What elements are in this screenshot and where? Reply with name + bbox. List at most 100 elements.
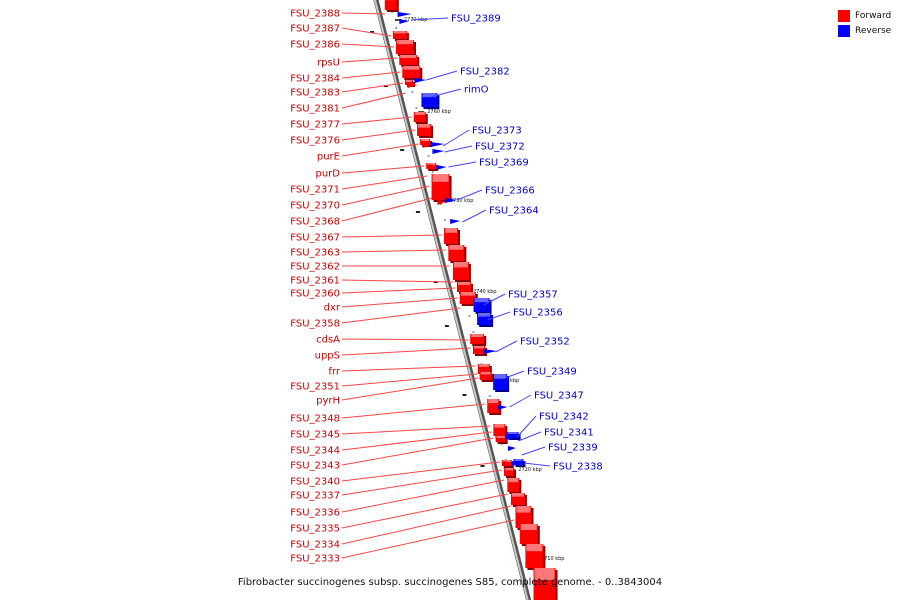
forward-gene-feature bbox=[414, 112, 428, 124]
feature-top bbox=[505, 468, 513, 470]
leader-line bbox=[496, 341, 517, 352]
leader-line bbox=[342, 494, 508, 528]
gene-label-forward: FSU_2348 bbox=[290, 414, 340, 425]
gene-label-forward: FSU_2387 bbox=[290, 24, 340, 35]
leader-line bbox=[342, 480, 504, 512]
leader-line bbox=[342, 308, 460, 323]
feature-top bbox=[497, 436, 505, 438]
leader-line bbox=[342, 250, 446, 252]
reverse-gene-feature bbox=[477, 313, 493, 327]
leader-line bbox=[443, 130, 469, 146]
feature-arrow bbox=[431, 142, 445, 147]
feature-top bbox=[418, 124, 430, 128]
gene-label-reverse: FSU_2382 bbox=[460, 67, 510, 78]
feature-top bbox=[471, 334, 483, 337]
gene-label-forward: FSU_2336 bbox=[290, 508, 340, 519]
leader-line bbox=[342, 438, 493, 465]
feature-top bbox=[449, 245, 463, 250]
forward-gene-feature bbox=[511, 493, 527, 507]
feature-body bbox=[385, 0, 397, 10]
gene-label-forward: FSU_2340 bbox=[290, 477, 340, 488]
gene-label-forward: FSU_2345 bbox=[290, 430, 340, 441]
gene-label-forward: FSU_2337 bbox=[290, 491, 340, 502]
gene-label-forward: FSU_2361 bbox=[290, 276, 340, 287]
forward-gene-feature bbox=[399, 55, 419, 67]
tick-label: 2760 kbp bbox=[427, 109, 451, 115]
leader-line bbox=[342, 83, 403, 92]
leader-line bbox=[342, 58, 397, 62]
leader-line bbox=[342, 339, 468, 340]
legend-swatch-forward bbox=[838, 10, 850, 22]
gene-label-reverse: FSU_2338 bbox=[553, 462, 603, 473]
chromosome-backbone bbox=[374, 0, 530, 600]
feature-top bbox=[397, 40, 413, 44]
reverse-gene-arrow bbox=[450, 219, 460, 224]
gene-label-reverse: FSU_2364 bbox=[489, 206, 539, 217]
feature-top bbox=[494, 424, 504, 428]
feature-top bbox=[481, 372, 491, 374]
gene-label-reverse: rimO bbox=[464, 85, 489, 96]
leader-line bbox=[342, 176, 427, 189]
gene-label-forward: FSU_2335 bbox=[290, 524, 340, 535]
gene-label-forward: FSU_2371 bbox=[290, 185, 340, 196]
leader-line bbox=[426, 71, 457, 80]
leader-line bbox=[342, 72, 400, 78]
leader-line bbox=[342, 198, 432, 221]
feature-top bbox=[512, 493, 524, 497]
feature-top bbox=[478, 313, 490, 317]
feature-top bbox=[403, 66, 419, 70]
gene-label-reverse: FSU_2342 bbox=[539, 412, 589, 423]
gene-label-reverse: FSU_2356 bbox=[513, 308, 563, 319]
leader-line bbox=[342, 520, 514, 558]
gene-label-forward: frr bbox=[328, 367, 340, 378]
backbone-highlight bbox=[374, 0, 529, 600]
forward-gene-feature bbox=[396, 40, 416, 56]
gene-label-forward: purD bbox=[316, 169, 341, 180]
gene-label-forward: FSU_2344 bbox=[290, 446, 340, 457]
gene-label-forward: FSU_2358 bbox=[290, 319, 340, 330]
leader-line bbox=[342, 426, 490, 434]
gene-label-forward: FSU_2368 bbox=[290, 217, 340, 228]
gene-label-reverse: FSU_2373 bbox=[472, 126, 522, 137]
gene-label-forward: FSU_2367 bbox=[290, 233, 340, 244]
gene-label-forward: FSU_2381 bbox=[290, 104, 340, 115]
feature-top bbox=[521, 524, 537, 530]
feature-arrow bbox=[483, 349, 497, 354]
reverse-gene-arrow bbox=[432, 149, 444, 154]
forward-gene-feature bbox=[393, 31, 409, 41]
gene-label-reverse: FSU_2341 bbox=[544, 428, 594, 439]
gene-label-forward: uppS bbox=[315, 351, 340, 362]
feature-top bbox=[415, 112, 425, 115]
gene-label-forward: cdsA bbox=[316, 335, 340, 346]
feature-top bbox=[488, 399, 498, 403]
gene-label-forward: purE bbox=[317, 152, 340, 163]
legend-label-reverse: Reverse bbox=[855, 25, 891, 37]
feature-arrow bbox=[508, 446, 516, 451]
gene-label-reverse: FSU_2352 bbox=[520, 337, 570, 348]
gene-label-forward: FSU_2370 bbox=[290, 201, 340, 212]
feature-top bbox=[422, 93, 436, 97]
forward-gene-feature bbox=[520, 524, 540, 546]
feature-arrow bbox=[450, 219, 460, 224]
forward-gene-feature bbox=[432, 174, 452, 202]
forward-gene-feature bbox=[385, 0, 399, 12]
reverse-gene-arrow bbox=[483, 349, 497, 354]
feature-top bbox=[458, 282, 470, 285]
gene-label-forward: rpsU bbox=[317, 58, 340, 69]
feature-top bbox=[454, 262, 468, 267]
figure-caption: Fibrobacter succinogenes subsp. succinog… bbox=[0, 577, 900, 588]
gene-label-forward: FSU_2388 bbox=[290, 9, 340, 20]
feature-top bbox=[400, 55, 416, 58]
leader-line bbox=[342, 144, 419, 156]
leader-line bbox=[342, 366, 475, 371]
gene-label-reverse: FSU_2347 bbox=[534, 391, 584, 402]
gene-label-reverse: FSU_2366 bbox=[485, 186, 535, 197]
leader-line bbox=[342, 130, 415, 140]
leader-line bbox=[342, 235, 442, 237]
feature-top bbox=[394, 31, 406, 33]
gene-label-forward: FSU_2351 bbox=[290, 382, 340, 393]
forward-gene-feature bbox=[417, 124, 433, 138]
leader-line bbox=[510, 395, 531, 407]
gene-label-forward: FSU_2377 bbox=[290, 120, 340, 131]
